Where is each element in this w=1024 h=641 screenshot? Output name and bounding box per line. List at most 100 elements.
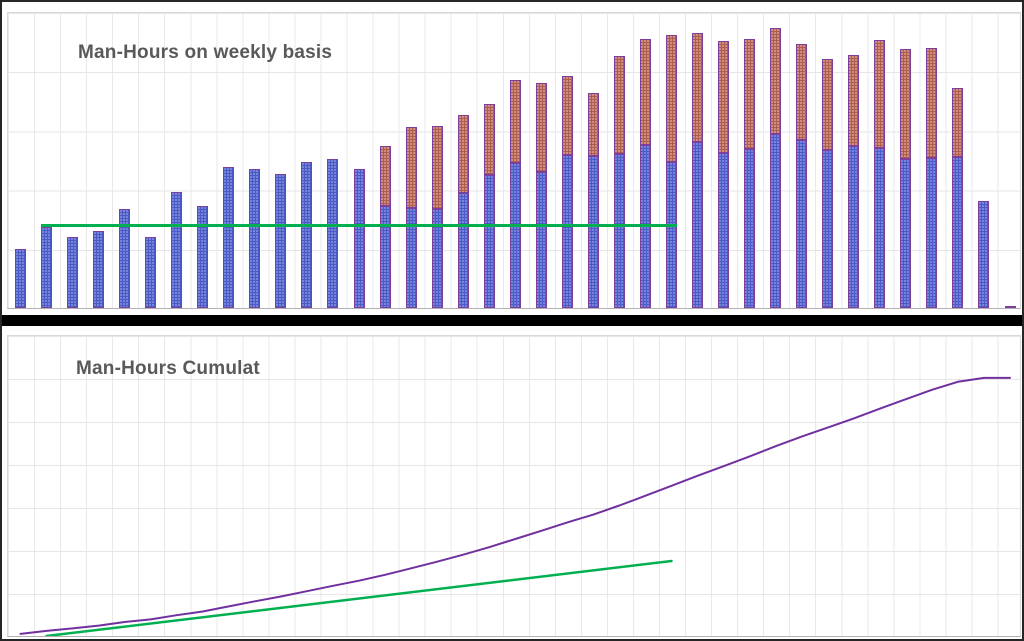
bar-week-33: [848, 55, 860, 308]
bar-week-29: [744, 39, 756, 308]
bar-week-15: [379, 146, 391, 308]
bar-week-35: [900, 49, 912, 308]
bar-week-31: [796, 44, 808, 308]
bar-segment-extra-hours: [509, 80, 521, 163]
weekly-plot-area: [7, 12, 1021, 309]
cumulative-plot-area: [7, 335, 1021, 637]
bar-week-12: [301, 162, 313, 308]
bar-segment-base-hours: [535, 172, 547, 308]
bar-segment-extra-hours: [770, 28, 782, 134]
bar-week-4: [93, 231, 105, 308]
bar-segment-extra-hours: [431, 126, 443, 209]
bar-week-21: [535, 83, 547, 308]
bar-segment-base-hours: [275, 174, 287, 308]
bar-segment-base-hours: [666, 162, 677, 308]
bar-segment-base-hours: [1004, 306, 1016, 308]
bar-segment-extra-hours: [796, 44, 808, 140]
bar-segment-base-hours: [457, 193, 469, 308]
bar-segment-extra-hours: [926, 48, 938, 158]
bar-segment-base-hours: [405, 208, 417, 308]
bar-segment-base-hours: [692, 142, 704, 308]
bar-segment-extra-hours: [900, 49, 912, 159]
bar-week-27: [692, 33, 704, 308]
bar-week-3: [67, 237, 79, 308]
bar-segment-extra-hours: [587, 93, 599, 156]
bar-segment-extra-hours: [666, 35, 677, 162]
bar-week-26: [666, 35, 677, 308]
bar-segment-base-hours: [796, 140, 808, 308]
bar-segment-base-hours: [67, 237, 79, 308]
bar-week-5: [119, 209, 131, 308]
bar-week-6: [145, 237, 157, 308]
bar-segment-base-hours: [848, 146, 860, 308]
bar-segment-base-hours: [223, 167, 235, 308]
bar-segment-base-hours: [15, 249, 26, 308]
bar-segment-base-hours: [379, 206, 391, 308]
bar-segment-extra-hours: [613, 56, 625, 154]
bar-week-38: [978, 201, 990, 308]
bar-week-39: [1004, 306, 1016, 308]
bar-segment-extra-hours: [822, 59, 834, 150]
bar-week-28: [718, 41, 730, 308]
bar-week-16: [405, 127, 417, 308]
bar-week-32: [822, 59, 834, 308]
bar-segment-base-hours: [93, 231, 105, 308]
bar-week-34: [874, 40, 886, 308]
bar-segment-base-hours: [900, 159, 912, 308]
bar-segment-base-hours: [874, 148, 886, 308]
bar-segment-extra-hours: [639, 39, 651, 145]
bar-week-10: [249, 169, 261, 308]
bar-week-37: [952, 88, 964, 308]
cumulative-hours-line: [19, 376, 1011, 635]
bar-segment-extra-hours: [744, 39, 756, 149]
bar-week-36: [926, 48, 938, 308]
bar-week-24: [613, 56, 625, 308]
bar-segment-extra-hours: [405, 127, 417, 208]
bar-week-8: [197, 206, 209, 308]
bar-week-2: [41, 227, 53, 308]
bar-week-11: [275, 174, 287, 308]
bar-week-7: [171, 192, 183, 308]
bar-segment-base-hours: [327, 159, 339, 308]
bar-segment-extra-hours: [692, 33, 704, 142]
bar-segment-extra-hours: [535, 83, 547, 172]
bar-segment-base-hours: [613, 154, 625, 308]
bar-segment-base-hours: [145, 237, 157, 308]
bar-segment-base-hours: [926, 158, 938, 308]
bar-segment-base-hours: [197, 206, 209, 308]
bar-week-13: [327, 159, 339, 308]
bar-segment-base-hours: [822, 150, 834, 308]
bar-week-22: [561, 76, 573, 308]
bar-segment-base-hours: [119, 209, 131, 308]
bar-segment-extra-hours: [457, 115, 469, 193]
bar-segment-extra-hours: [952, 88, 964, 157]
bar-segment-base-hours: [431, 209, 443, 308]
bar-segment-base-hours: [249, 169, 261, 308]
bar-segment-base-hours: [770, 134, 782, 308]
bar-segment-base-hours: [744, 149, 756, 308]
bar-week-1: [15, 249, 26, 308]
bar-week-9: [223, 167, 235, 308]
bar-segment-base-hours: [41, 227, 53, 308]
bar-segment-base-hours: [587, 156, 599, 308]
bar-segment-base-hours: [509, 163, 521, 308]
bar-week-30: [770, 28, 782, 308]
bar-week-19: [483, 104, 495, 308]
bar-segment-extra-hours: [848, 55, 860, 146]
bar-segment-base-hours: [301, 162, 313, 308]
bar-segment-base-hours: [718, 153, 730, 308]
bar-segment-base-hours: [483, 175, 495, 308]
bar-segment-base-hours: [171, 192, 183, 308]
cumulative-target-line: [45, 559, 673, 636]
cumulative-plot-lines: [19, 376, 1011, 636]
chart-divider: [2, 315, 1022, 326]
cumulative-chart-title: Man-Hours Cumulat: [76, 358, 260, 379]
bar-segment-extra-hours: [874, 40, 886, 148]
bar-segment-extra-hours: [561, 76, 573, 155]
bar-segment-base-hours: [952, 157, 964, 308]
bar-week-25: [639, 39, 651, 308]
bar-segment-extra-hours: [718, 41, 730, 153]
bar-segment-base-hours: [978, 201, 990, 308]
bar-week-18: [457, 115, 469, 308]
